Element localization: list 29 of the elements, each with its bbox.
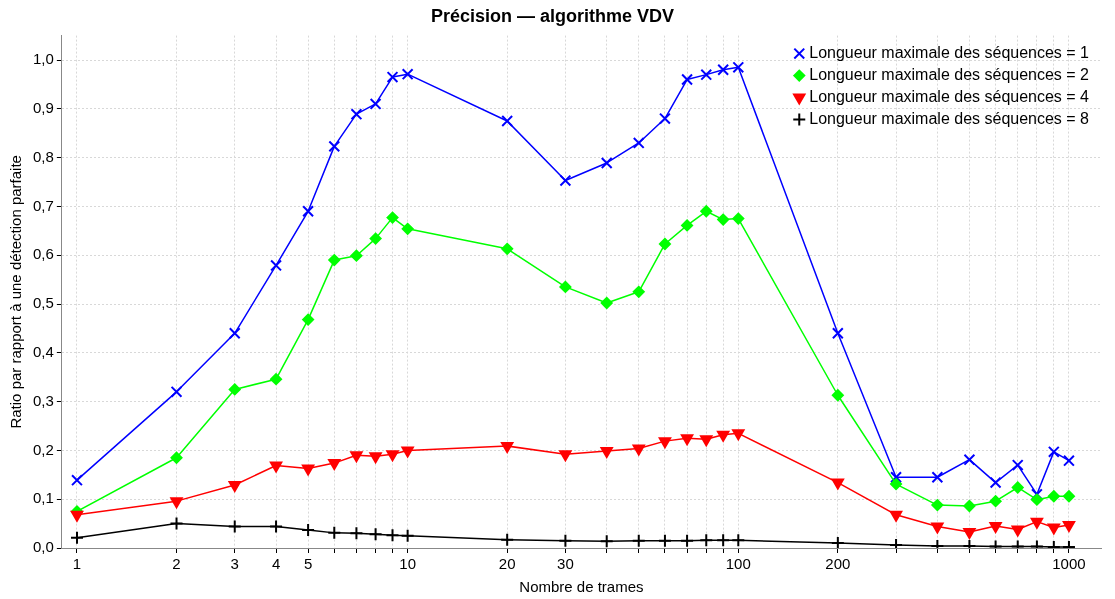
x-axis-title: Nombre de trames — [519, 578, 644, 596]
legend-label: Longueur maximale des séquences = 2 — [809, 66, 1090, 84]
y-tick-label: 0,0 — [32, 538, 54, 556]
x-tick-label: 20 — [498, 555, 516, 573]
y-tick-label: 0,9 — [32, 98, 54, 116]
x-tick-label: 5 — [303, 555, 313, 573]
x-tick-label: 1 — [72, 555, 82, 573]
x-tick-label: 100 — [725, 555, 751, 573]
y-tick-label: 0,4 — [32, 342, 54, 360]
legend-label: Longueur maximale des séquences = 1 — [809, 44, 1090, 62]
x-tick-label: 4 — [271, 555, 281, 573]
y-tick-label: 0,5 — [32, 294, 54, 312]
x-tick-label: 2 — [172, 555, 181, 573]
y-tick-label: 1,0 — [32, 50, 54, 68]
chart-title: Précision — algorithme VDV — [430, 5, 675, 26]
x-tick-label: 30 — [557, 555, 574, 573]
x-tick-label: 200 — [825, 555, 851, 573]
x-tick-label: 10 — [399, 555, 416, 573]
y-tick-label: 0,3 — [32, 391, 54, 409]
y-tick-label: 0,7 — [32, 196, 54, 214]
legend-label: Longueur maximale des séquences = 8 — [809, 110, 1090, 128]
x-tick-label: 3 — [230, 555, 239, 573]
y-tick-label: 0,2 — [32, 440, 54, 458]
y-axis-title: Ratio par rapport à une détection parfaite — [7, 155, 25, 429]
y-tick-label: 0,8 — [32, 147, 54, 165]
x-tick-label: 1000 — [1052, 555, 1086, 573]
legend-label: Longueur maximale des séquences = 4 — [809, 88, 1090, 106]
y-tick-label: 0,1 — [32, 489, 54, 507]
y-tick-label: 0,6 — [32, 245, 54, 263]
